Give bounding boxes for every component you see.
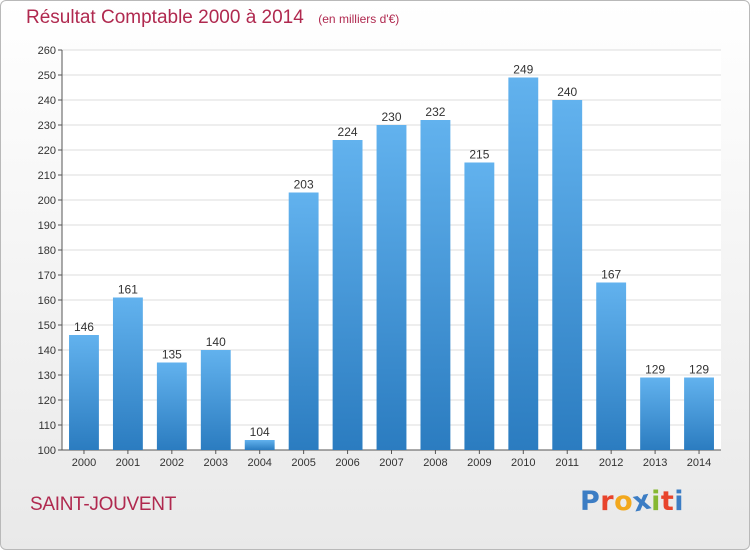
x-tick-label: 2004 [247,457,271,469]
data-label: 240 [557,85,577,99]
logo-letter: o [614,486,634,517]
y-tick-label: 240 [38,95,56,107]
bar [420,120,451,450]
bar [244,440,275,450]
y-tick-label: 100 [38,445,56,457]
chart-title-block: Résultat Comptable 2000 à 2014 (en milli… [26,7,399,29]
logo-letter: i [651,486,661,517]
x-tick-label: 2005 [291,457,315,469]
y-tick-label: 210 [38,170,56,182]
data-label: 129 [645,363,665,377]
logo-letter: P [580,486,601,517]
y-tick-label: 250 [38,70,56,82]
y-tick-label: 200 [38,195,56,207]
y-tick-label: 170 [38,270,56,282]
y-tick-label: 120 [38,395,56,407]
data-label: 224 [338,125,358,139]
y-tick-label: 260 [38,45,56,57]
data-label: 104 [250,425,270,439]
logo-letter: t [660,486,675,517]
x-tick-label: 2009 [467,457,491,469]
data-label: 167 [601,268,621,282]
bar [376,125,407,450]
data-label: 140 [206,335,226,349]
data-label: 146 [74,320,94,334]
bar [332,140,363,450]
proxiti-logo: Proxiti [580,484,685,518]
data-label: 230 [381,110,401,124]
x-tick-label: 2000 [72,457,96,469]
x-tick-label: 2006 [335,457,359,469]
y-tick-label: 220 [38,145,56,157]
x-tick-label: 2003 [204,457,228,469]
x-tick-label: 2008 [423,457,447,469]
y-tick-label: 230 [38,120,56,132]
bar [69,335,99,450]
data-label: 161 [118,283,138,297]
x-tick-label: 2012 [599,457,623,469]
bar [288,192,319,450]
y-tick-label: 140 [38,345,56,357]
x-tick-label: 2013 [643,457,667,469]
data-label: 203 [294,178,314,192]
x-tick-label: 2001 [116,457,140,469]
data-label: 232 [425,105,445,119]
x-tick-label: 2007 [379,457,403,469]
y-tick-label: 110 [38,420,56,432]
y-tick-label: 130 [38,370,56,382]
y-tick-label: 160 [38,295,56,307]
logo-letter: i [674,486,685,517]
chart-subtitle: (en milliers d'€) [318,12,400,26]
y-tick-label: 150 [38,320,56,332]
bar [640,377,671,450]
logo-letter: r [600,486,615,517]
x-tick-label: 2010 [511,457,535,469]
data-label: 129 [689,363,709,377]
bar [596,282,627,450]
y-tick-label: 190 [38,220,56,232]
bar [200,350,231,450]
data-label: 249 [513,63,533,77]
x-tick-label: 2002 [160,457,184,469]
bar [156,362,187,450]
data-label: 135 [162,348,182,362]
bar [112,297,143,450]
data-label: 215 [469,148,489,162]
bar [508,77,539,450]
x-tick-label: 2011 [555,457,579,469]
y-tick-label: 180 [38,245,56,257]
town-name: SAINT-JOUVENT [30,494,177,515]
x-tick-label: 2014 [687,457,711,469]
bar [684,377,714,450]
bar [552,100,583,450]
chart-title: Résultat Comptable 2000 à 2014 [26,7,304,28]
bar [464,162,495,450]
